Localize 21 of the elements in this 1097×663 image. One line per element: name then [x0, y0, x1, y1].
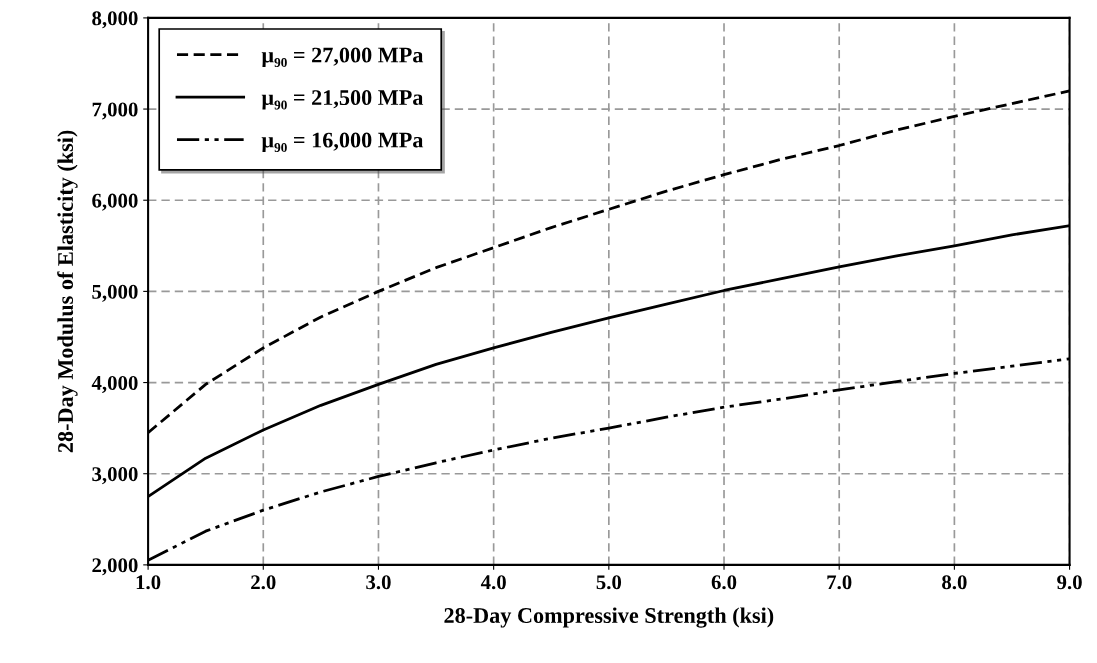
y-tick-label: 2,000 — [92, 558, 138, 576]
legend-label: μ₉₀ = 27,000 MPa — [261, 47, 424, 68]
x-tick-label: 8.0 — [942, 575, 967, 590]
x-tick-label: 6.0 — [711, 575, 737, 590]
y-tick-label: 8,000 — [92, 11, 138, 29]
x-tick-label: 7.0 — [827, 575, 852, 590]
y-tick-label: 5,000 — [92, 284, 138, 302]
x-tick-label: 3.0 — [366, 575, 391, 590]
y-tick-label: 6,000 — [92, 193, 138, 211]
y-tick-label: 7,000 — [92, 102, 138, 120]
y-tick-label: 3,000 — [92, 467, 138, 485]
legend-label: μ₉₀ = 16,000 MPa — [261, 132, 424, 153]
legend-label: μ₉₀ = 21,500 MPa — [261, 90, 424, 110]
x-tick-label: 4.0 — [480, 575, 506, 590]
y-axis-title: 28-Day Modulus of Elasticity (ksi) — [57, 130, 78, 453]
x-tick-label: 2.0 — [251, 575, 276, 590]
x-tick-label: 1.0 — [136, 575, 161, 590]
x-tick-label: 9.0 — [1057, 575, 1082, 590]
x-tick-label: 5.0 — [596, 575, 622, 590]
y-tick-label: 4,000 — [91, 375, 138, 394]
x-axis-title: 28-Day Compressive Strength (ksi) — [444, 607, 774, 628]
